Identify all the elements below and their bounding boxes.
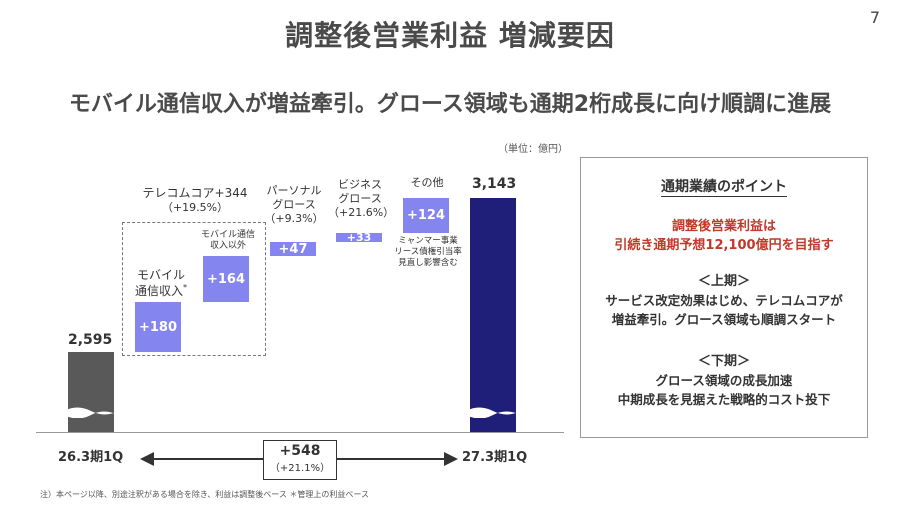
footnote: 注）本ページ以降、別途注釈がある場合を除き、利益は調整後ベース ＊管理上の利益ベ… <box>40 490 370 499</box>
bar-end <box>470 198 516 432</box>
mobile-other-label-line2: 収入以外 <box>209 241 246 252</box>
mobile-label-line1: モバイル <box>136 268 185 282</box>
other-note-line2: リース債権引当率 <box>394 247 462 258</box>
mobile-label-line2: 通信収入 <box>134 284 183 298</box>
key-points-panel: 通期業績のポイント 調整後営業利益は 引続き通期予想12,100億円を目指す ＜… <box>580 157 868 438</box>
panel-title-text: 通期業績のポイント <box>661 179 787 197</box>
panel-h2-head: ＜下期＞ <box>697 354 750 369</box>
page-title: 調整後営業利益 増減要因 <box>285 19 615 52</box>
business-growth-pct: （+21.6%） <box>328 205 395 219</box>
panel-h1-head: ＜上期＞ <box>697 274 750 289</box>
bar-mobile: +180 <box>135 302 181 352</box>
mobile-other-label: モバイル通信 収入以外 <box>196 230 260 253</box>
arrow-left-icon <box>140 452 154 466</box>
panel-highlight-line2: 引続き通期予想12,100億円を目指す <box>614 237 834 253</box>
bar-business-growth: +33 <box>336 231 382 244</box>
x-label-end: 27.3期1Q <box>462 450 528 465</box>
other-note-line3: 見直し影響含む <box>398 258 458 269</box>
page-number: 7 <box>869 8 880 27</box>
other-label: その他 <box>410 176 444 189</box>
other-note: ミャンマー事業 リース債権引当率 見直し影響含む <box>388 236 468 269</box>
bar-personal-growth: +47 <box>270 241 316 257</box>
mobile-label-note: * <box>183 283 187 292</box>
personal-growth-pct: （+9.3%） <box>264 211 324 225</box>
panel-h1-body: サービス改定効果はじめ、テレコムコアが 増益牽引。グロース領域も順調スタート <box>581 292 867 330</box>
panel-h2-body-line1: グロース領域の成長加速 <box>655 373 793 388</box>
bar-business-growth-value: +33 <box>346 231 372 244</box>
panel-h2-body-line2: 中期成長を見据えた戦略的コスト投下 <box>617 391 831 407</box>
change-arrow-line-right <box>335 458 447 460</box>
unit-label: （単位：億円） <box>498 144 568 155</box>
change-arrow-line-left <box>150 458 263 460</box>
bar-personal-growth-value: +47 <box>278 241 308 257</box>
telecom-core-label: テレコムコア+344 （+19.5%） <box>122 186 268 215</box>
other-note-line1: ミャンマー事業 <box>398 236 458 246</box>
panel-highlight-line1: 調整後営業利益は <box>671 219 776 234</box>
panel-h1-body-line1: サービス改定効果はじめ、テレコムコアが <box>605 293 843 308</box>
x-label-start: 26.3期1Q <box>58 450 124 465</box>
total-change-box: +548 （+21.1%） <box>263 440 337 480</box>
total-change-value: +548 <box>279 443 321 459</box>
personal-growth-label-line2: グロース <box>272 197 316 211</box>
axis-break-start <box>64 407 118 418</box>
panel-title: 通期業績のポイント <box>581 176 867 197</box>
bar-start-value: 2,595 <box>68 332 113 348</box>
panel-highlight: 調整後営業利益は 引続き通期予想12,100億円を目指す <box>581 218 867 256</box>
page-subtitle: モバイル通信収入が増益牽引。グロース領域も通期2桁成長に向け順調に進展 <box>68 92 832 117</box>
bar-mobile-value: +180 <box>138 319 178 335</box>
personal-growth-label-line1: パーソナル <box>266 184 322 197</box>
total-change-pct: （+21.1%） <box>269 463 331 474</box>
mobile-label: モバイル 通信収入* <box>120 268 202 299</box>
business-growth-label-line1: ビジネス <box>338 178 382 191</box>
bar-other-value: +124 <box>406 208 446 223</box>
business-growth-label-line2: グロース <box>338 191 382 205</box>
telecom-core-pct: （+19.5%） <box>161 201 229 214</box>
mobile-other-label-line1: モバイル通信 <box>200 230 255 240</box>
telecom-core-group-box <box>122 222 266 356</box>
panel-h1-body-line2: 増益牽引。グロース領域も順調スタート <box>611 311 837 327</box>
panel-h2-body: グロース領域の成長加速 中期成長を見据えた戦略的コスト投下 <box>581 372 867 410</box>
arrow-right-icon <box>444 452 458 466</box>
bar-end-value: 3,143 <box>472 176 517 192</box>
axis-break-end <box>466 407 520 418</box>
bar-mobile-other: +164 <box>203 256 249 302</box>
business-growth-label: ビジネス グロース （+21.6%） <box>328 178 395 219</box>
baseline <box>36 432 564 433</box>
bar-start <box>68 352 114 432</box>
bar-other: +124 <box>403 198 449 233</box>
personal-growth-label: パーソナル グロース （+9.3%） <box>262 184 326 225</box>
telecom-core-total: テレコムコア+344 <box>142 186 248 200</box>
bar-mobile-other-value: +164 <box>206 271 246 287</box>
